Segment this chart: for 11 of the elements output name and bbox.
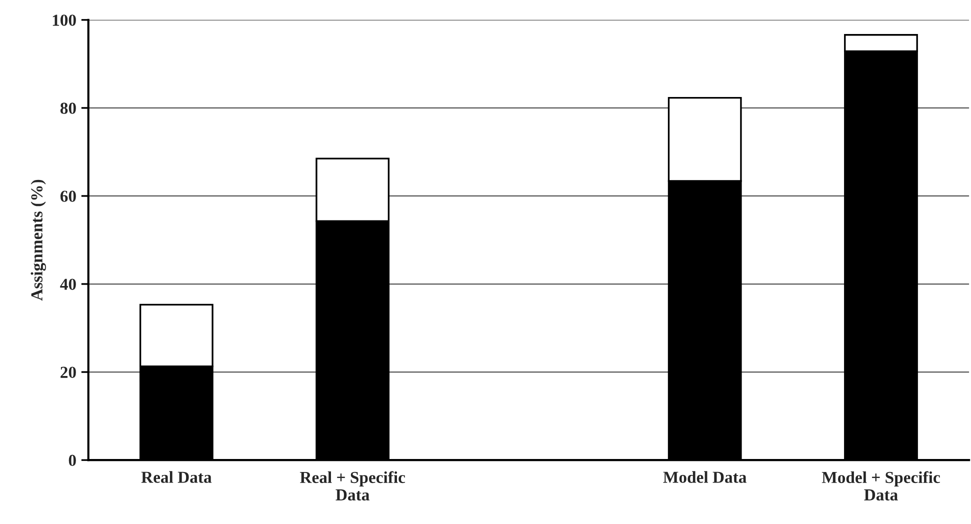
x-tick-label: Real Data — [141, 471, 212, 483]
y-tick-label: 60 — [60, 190, 76, 202]
y-tick-label: 40 — [60, 278, 76, 290]
y-axis-title: Assignments (%) — [30, 180, 46, 301]
x-tick-label: Real + Specific Data — [300, 471, 406, 501]
y-tick-label: 80 — [60, 102, 76, 114]
x-tick-label: Model Data — [663, 471, 746, 483]
x-tick-label: Model + Specific Data — [822, 471, 940, 501]
y-tick-label: 0 — [68, 454, 76, 466]
y-tick-label: 100 — [52, 14, 76, 26]
y-tick-label: 20 — [60, 366, 76, 378]
